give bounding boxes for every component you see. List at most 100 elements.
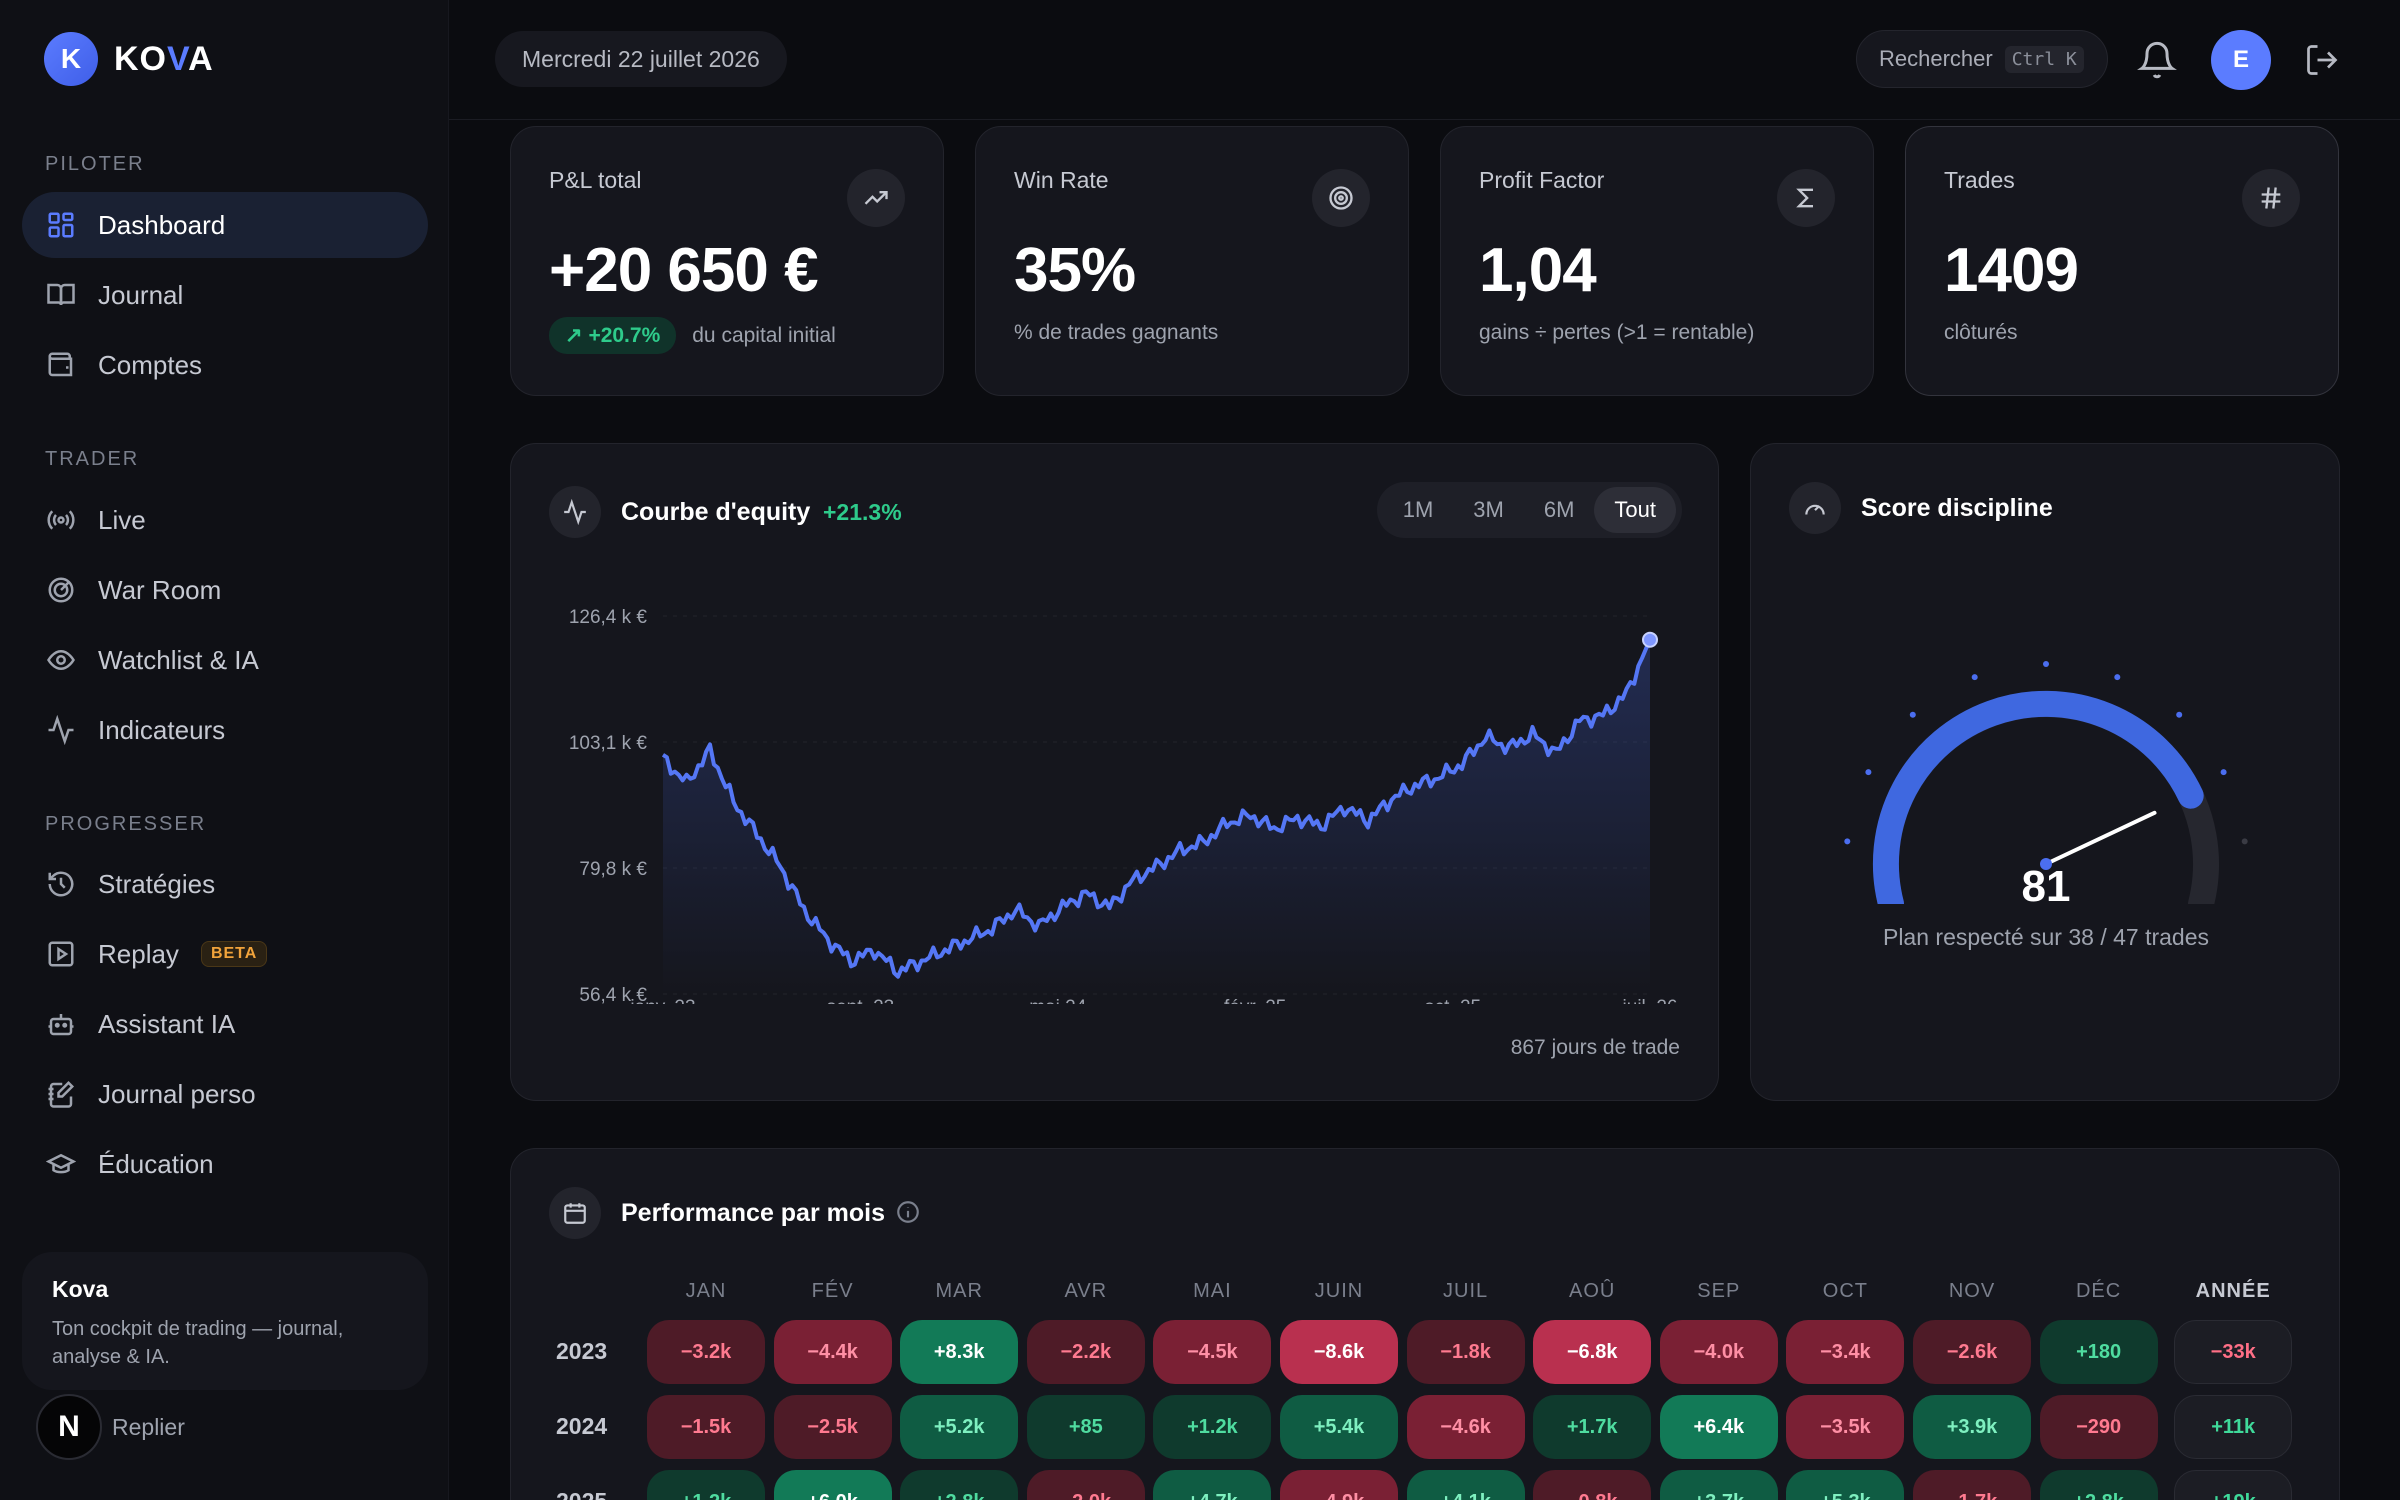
month-cell[interactable]: +8.3k [900,1320,1019,1384]
month-cell[interactable]: −1.7k [1913,1470,2031,1500]
avatar[interactable]: E [2211,30,2271,90]
info-icon[interactable] [895,1199,921,1225]
month-cell[interactable]: −2.0k [1026,1470,1145,1500]
trending-up-icon [847,169,905,227]
month-header: OCT [1822,1280,1868,1302]
month-cell[interactable]: −3.4k [1786,1320,1905,1384]
month-cell[interactable]: +6.0k [773,1470,892,1500]
month-cell[interactable]: +85 [1026,1395,1145,1459]
month-header: FÉV [811,1280,854,1302]
bot-icon [48,1014,74,1036]
month-cell[interactable]: +2.8k [2039,1470,2158,1500]
stat-value: +20 650 € [549,236,819,305]
sidebar-item-watchlist[interactable]: Watchlist & IA [22,627,428,693]
pnl-change-badge: ↗ +20.7% [549,317,677,354]
sidebar-item-label: Assistant IA [98,1008,236,1039]
n-badge: N [36,1394,102,1460]
month-cell[interactable]: −1.5k [647,1395,765,1459]
range-tabs: 1M 3M 6M Tout [1376,482,1682,538]
logout-icon[interactable] [2304,42,2340,78]
sidebar-item-strategies[interactable]: Stratégies [22,851,428,917]
month-cell[interactable]: −1.8k [1406,1320,1525,1384]
month-cell[interactable]: −3.5k [1786,1395,1905,1459]
range-tab-6m[interactable]: 6M [1543,497,1575,522]
sidebar-item-dashboard[interactable]: Dashboard [22,192,428,258]
stat-label: Trades [1944,167,2015,193]
range-tab-3m[interactable]: 3M [1473,497,1504,522]
stat-sub: gains ÷ pertes (>1 = rentable) [1479,321,1755,344]
search-button[interactable]: Rechercher Ctrl K [1856,30,2108,88]
year-total-cell[interactable]: −33k [2174,1320,2293,1384]
sidebar-item-journal-perso[interactable]: Journal perso [22,1061,428,1127]
promo-text: Ton cockpit de trading — journal, analys… [52,1318,344,1368]
month-cell[interactable]: −8.6k [1280,1320,1398,1384]
stat-label: Profit Factor [1479,167,1605,193]
month-cell[interactable]: −290 [2039,1395,2158,1459]
sidebar-item-comptes[interactable]: Comptes [22,332,428,398]
year-total-cell[interactable]: +19k [2174,1470,2293,1500]
year-total-header: ANNÉE [2195,1280,2271,1302]
month-cell[interactable]: +4.7k [1153,1470,1272,1500]
sidebar-item-replay[interactable]: Replay BETA [22,921,428,987]
sidebar-item-war-room[interactable]: War Room [22,557,428,623]
month-cell[interactable]: +1.7k [1533,1395,1652,1459]
month-cell[interactable]: −4.9k [1280,1470,1398,1500]
month-cell[interactable]: −0.8k [1533,1470,1652,1500]
sidebar-item-education[interactable]: Éducation [22,1131,428,1197]
sidebar-item-assistant-ia[interactable]: Assistant IA [22,991,428,1057]
year-total-cell[interactable]: +11k [2174,1395,2293,1459]
month-cell[interactable]: +4.1k [1406,1470,1525,1500]
month-cell[interactable]: +3.7k [1659,1470,1778,1500]
sidebar-item-label: Journal [98,279,184,310]
gauge-tick [2043,661,2049,667]
book-icon [47,283,75,306]
month-cell[interactable]: +6.4k [1659,1395,1778,1459]
stat-sub: % de trades gagnants [1014,321,1219,344]
month-cell[interactable]: +180 [2039,1320,2158,1384]
month-cell[interactable]: +5.3k [1786,1470,1905,1500]
section-label-progresser: PROGRESSER [45,813,207,835]
logo[interactable]: K KOVA [44,32,214,86]
month-cell[interactable]: +5.2k [900,1395,1019,1459]
month-cell[interactable]: +1.2k [1153,1395,1272,1459]
month-cell[interactable]: −6.8k [1533,1320,1652,1384]
sidebar-item-label: Éducation [98,1148,214,1179]
month-cell[interactable]: +2.8k [900,1470,1019,1500]
y-tick-label: 56,4 k € [579,985,647,1004]
equity-title: Courbe d'equity [621,498,811,526]
search-shortcut: Ctrl K [2004,45,2084,73]
discipline-caption: Plan respecté sur 38 / 47 trades [1882,924,2210,950]
year-label: 2024 [556,1413,608,1439]
month-cell[interactable]: +3.9k [1913,1395,2031,1459]
month-cell[interactable]: −2.5k [773,1395,892,1459]
month-header: NOV [1948,1280,1996,1302]
month-cell[interactable]: −4.0k [1659,1320,1778,1384]
sidebar-item-live[interactable]: Live [22,487,428,553]
month-cell[interactable]: +1.2k [647,1470,765,1500]
sidebar-item-journal[interactable]: Journal [22,262,428,328]
month-cell[interactable]: −4.4k [773,1320,892,1384]
sigma-icon [1777,169,1835,227]
monthly-title: Performance par mois [621,1199,885,1227]
gauge-hub [2040,858,2052,870]
equity-last-point[interactable] [1642,631,1658,648]
month-cell[interactable]: +5.4k [1280,1395,1398,1459]
equity-change: +21.3% [823,499,902,525]
stat-value: 1409 [1944,236,2079,305]
sidebar-item-indicateurs[interactable]: Indicateurs [22,697,428,763]
collapse-button[interactable]: N Replier [36,1394,185,1460]
month-cell[interactable]: −2.6k [1913,1320,2031,1384]
gauge-needle [2044,810,2157,866]
gauge-tick [2114,674,2121,681]
month-cell[interactable]: −3.2k [647,1320,765,1384]
stat-card-profit-factor: Profit Factor 1,04 gains ÷ pertes (>1 = … [1440,126,1874,396]
range-tab-all[interactable]: Tout [1594,487,1676,533]
range-tab-1m[interactable]: 1M [1402,497,1434,522]
radar-icon [48,577,74,603]
promo-card: Kova Ton cockpit de trading — journal, a… [22,1252,428,1390]
month-cell[interactable]: −4.5k [1153,1320,1272,1384]
month-cell[interactable]: −4.6k [1406,1395,1525,1459]
trade-days: 867 jours de trade [1510,1036,1680,1059]
month-cell[interactable]: −2.2k [1026,1320,1145,1384]
bell-icon[interactable] [2137,40,2177,80]
